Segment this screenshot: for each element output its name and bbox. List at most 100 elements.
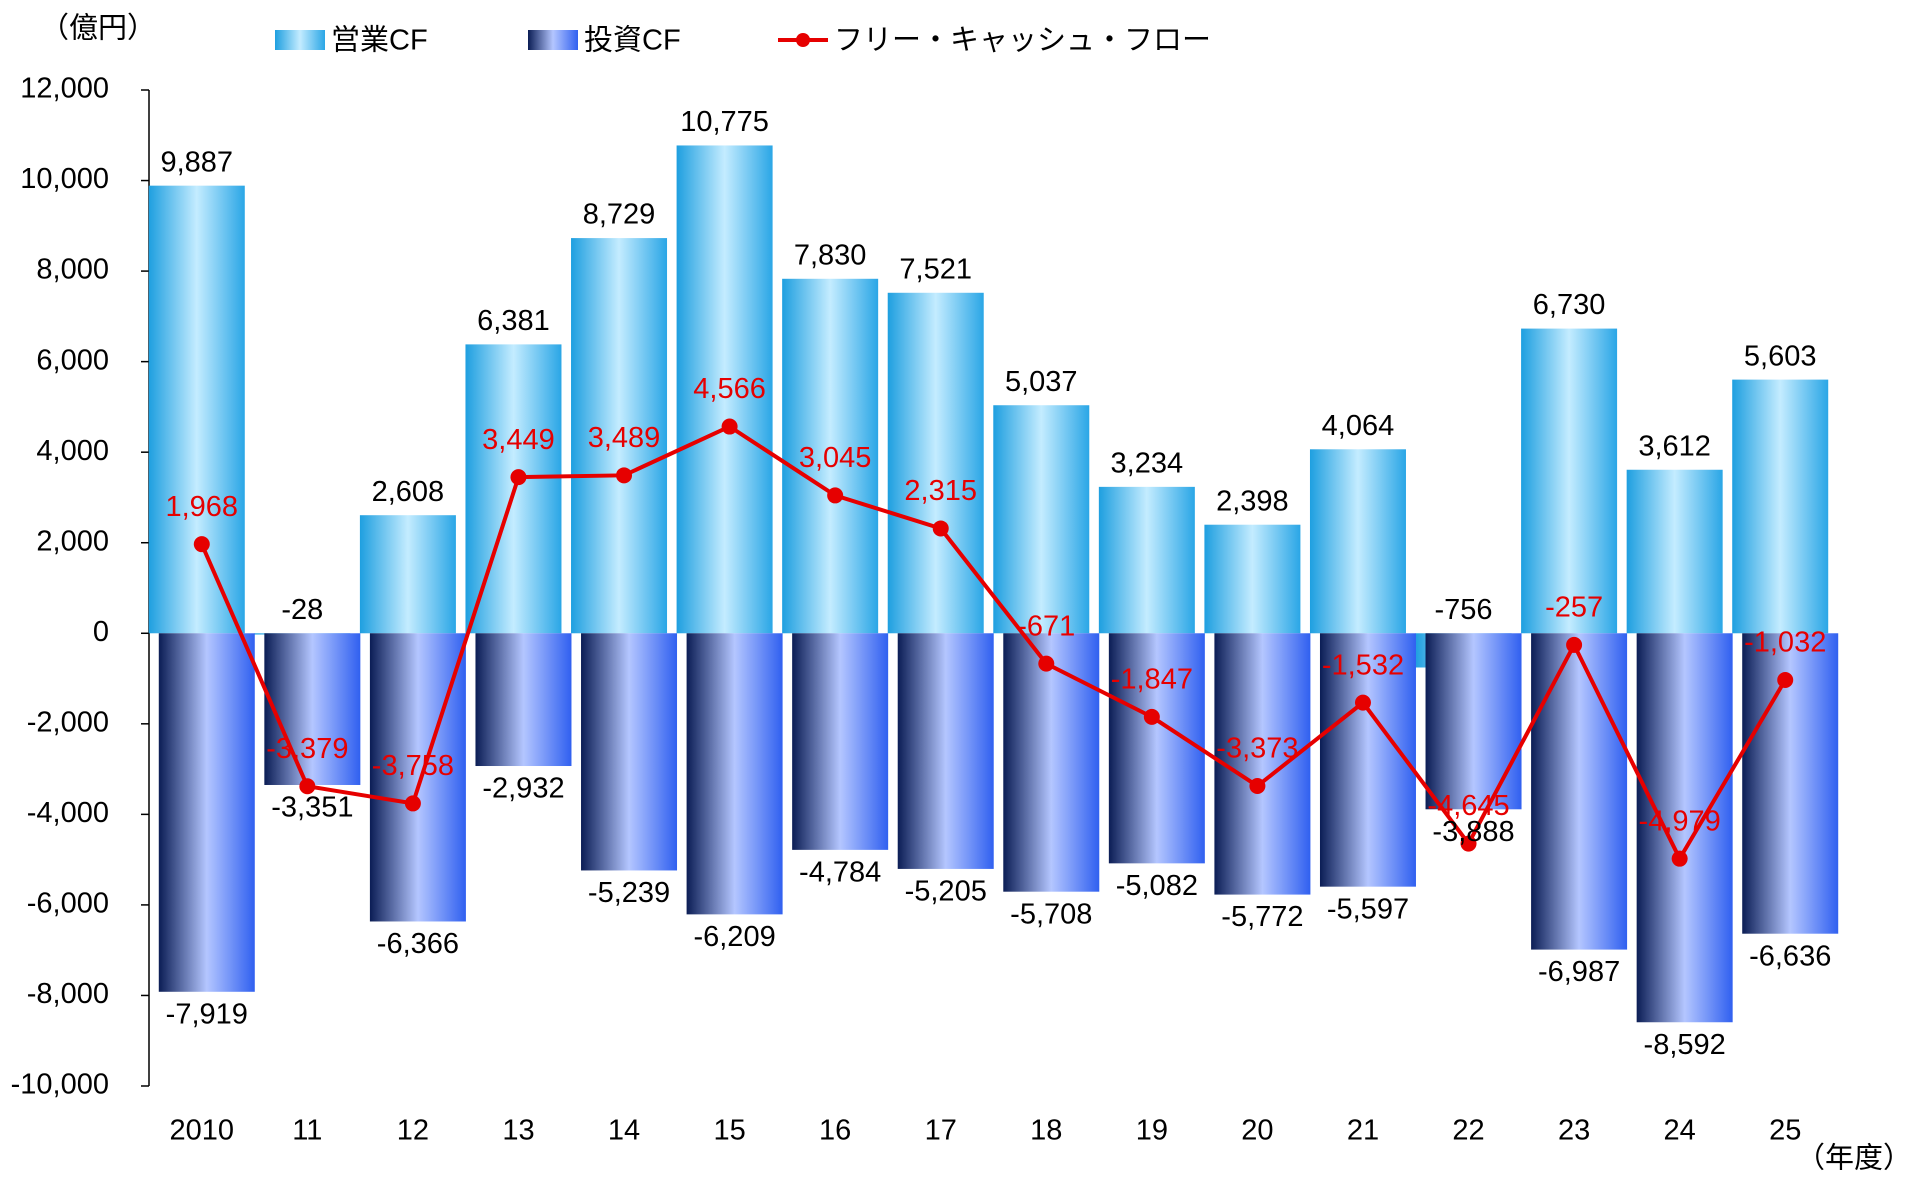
- line-point: [1143, 708, 1160, 725]
- x-tick-label: 24: [1664, 1115, 1696, 1147]
- bar: [897, 633, 994, 869]
- bar: [782, 278, 879, 634]
- value-label: -4,784: [799, 857, 881, 889]
- value-label: -6,987: [1538, 956, 1620, 988]
- bar: [148, 185, 245, 634]
- value-label: 4,566: [693, 373, 766, 405]
- x-unit-label: （年度）: [1796, 1142, 1912, 1175]
- value-label: -7,919: [166, 998, 248, 1030]
- line-point: [193, 536, 210, 553]
- bar: [158, 633, 255, 992]
- value-label: -671: [1017, 610, 1075, 642]
- line-point: [1038, 655, 1055, 672]
- x-tick-label: 12: [397, 1115, 429, 1147]
- y-tick-label: -2,000: [27, 706, 109, 738]
- bar: [993, 405, 1090, 634]
- value-label: -3,888: [1432, 816, 1514, 848]
- value-label: -5,708: [1010, 898, 1092, 930]
- value-label: 4,064: [1322, 410, 1395, 442]
- value-label: -1,532: [1322, 649, 1404, 681]
- value-label: -2,932: [482, 773, 564, 805]
- bar: [1204, 524, 1301, 634]
- bar: [676, 145, 773, 634]
- y-tick-label: 2,000: [36, 525, 109, 557]
- value-label: 9,887: [160, 146, 233, 178]
- y-tick-label: 12,000: [20, 73, 109, 105]
- y-tick-label: 8,000: [36, 254, 109, 286]
- value-label: 3,449: [482, 424, 555, 456]
- x-tick-label: 11: [292, 1115, 322, 1147]
- x-tick-label: 18: [1030, 1115, 1062, 1147]
- line-point: [616, 467, 633, 484]
- bar: [1531, 633, 1628, 950]
- bar: [1732, 379, 1829, 634]
- line-point: [721, 418, 738, 435]
- value-label: 6,381: [477, 305, 550, 337]
- value-label: -257: [1545, 592, 1603, 624]
- bar: [369, 633, 466, 922]
- bar: [1108, 633, 1205, 864]
- x-tick-label: 15: [713, 1115, 745, 1147]
- value-label: 2,398: [1216, 485, 1289, 517]
- value-label: 3,612: [1638, 430, 1711, 462]
- value-label: 10,775: [680, 106, 769, 138]
- y-tick-label: 0: [93, 616, 109, 648]
- legend-label: フリー・キャッシュ・フロー: [834, 25, 1211, 57]
- x-tick-label: 22: [1452, 1115, 1484, 1147]
- line-point: [932, 520, 949, 537]
- x-tick-label: 25: [1769, 1115, 1801, 1147]
- value-label: 3,045: [799, 442, 872, 474]
- line-point: [404, 795, 421, 812]
- value-label: 6,730: [1533, 289, 1606, 321]
- line-point: [299, 778, 316, 795]
- bar: [1626, 469, 1723, 634]
- value-label: -5,597: [1327, 893, 1409, 925]
- y-tick-label: -8,000: [27, 978, 109, 1010]
- value-label: -3,351: [271, 792, 353, 824]
- bar: [1098, 486, 1195, 634]
- y-tick-label: -6,000: [27, 888, 109, 920]
- line-point: [1460, 835, 1477, 852]
- x-tick-label: 17: [925, 1115, 957, 1147]
- value-label: -6,636: [1749, 940, 1831, 972]
- line-point: [1566, 636, 1583, 653]
- value-label: -28: [281, 594, 323, 626]
- bar: [571, 238, 668, 634]
- bar: [264, 633, 361, 785]
- value-label: -8,592: [1644, 1029, 1726, 1061]
- value-label: 3,489: [588, 422, 661, 454]
- bar: [581, 633, 678, 871]
- value-label: 5,037: [1005, 366, 1078, 398]
- x-tick-label: 21: [1347, 1115, 1379, 1147]
- bar: [475, 633, 572, 767]
- line-point: [1354, 694, 1371, 711]
- x-tick-label: 16: [819, 1115, 851, 1147]
- value-label: -4,979: [1639, 805, 1721, 837]
- bar: [1425, 633, 1522, 810]
- bar: [887, 292, 984, 634]
- line-point: [1249, 777, 1266, 794]
- bar: [359, 515, 456, 634]
- value-label: -3,758: [372, 750, 454, 782]
- value-label: -5,239: [588, 877, 670, 909]
- x-tick-label: 2010: [170, 1115, 235, 1147]
- value-label: -3,373: [1216, 733, 1298, 765]
- legend-label: 営業CF: [331, 24, 428, 57]
- line: [199, 424, 1787, 863]
- legend-swatch: [796, 33, 810, 47]
- legend-swatch: [528, 30, 578, 50]
- value-label: 7,830: [794, 239, 867, 271]
- value-label: -6,209: [693, 921, 775, 953]
- value-label: 5,603: [1744, 340, 1817, 372]
- bar: [686, 633, 783, 915]
- line-point: [1671, 850, 1688, 867]
- y-tick-label: 4,000: [36, 435, 109, 467]
- y-tick-label: 6,000: [36, 344, 109, 376]
- value-label: -756: [1435, 594, 1493, 626]
- y-tick-label: 10,000: [20, 163, 109, 195]
- value-label: -3,379: [266, 733, 348, 765]
- value-label: 1,968: [165, 491, 238, 523]
- legend-label: 投資CF: [584, 24, 681, 57]
- value-label: -5,082: [1116, 870, 1198, 902]
